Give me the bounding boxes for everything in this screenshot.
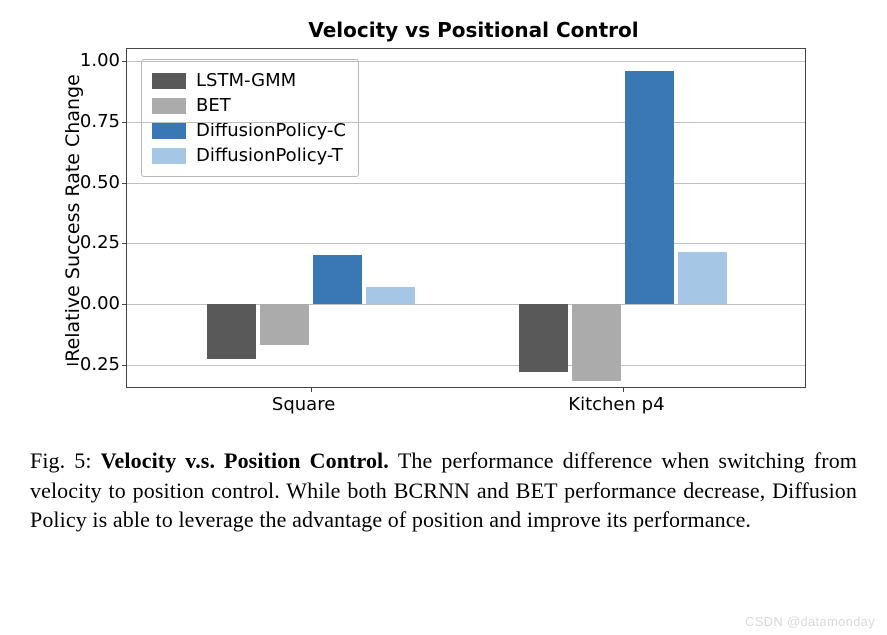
- legend: LSTM-GMM BET DiffusionPolicy-C DiffusionPol…: [141, 59, 359, 177]
- y-tick-label: −0.25: [65, 354, 120, 375]
- legend-swatch: [152, 73, 186, 89]
- gridline: [127, 61, 805, 62]
- bar: [519, 304, 568, 372]
- gridline: [127, 122, 805, 123]
- caption-label: Fig. 5:: [30, 448, 101, 473]
- figure-container: Velocity vs Positional Control Relative …: [0, 0, 887, 418]
- bar: [366, 287, 415, 304]
- legend-item: BET: [152, 93, 346, 118]
- legend-item: DiffusionPolicy-T: [152, 143, 346, 168]
- legend-label: BET: [196, 95, 231, 116]
- caption-title: Velocity v.s. Position Control.: [101, 448, 398, 473]
- legend-swatch: [152, 98, 186, 114]
- x-tick-label: Kitchen p4: [568, 394, 664, 415]
- y-ticks: −0.25 0.00 0.25 0.50 0.75 1.00: [60, 48, 126, 388]
- y-tick-mark: [122, 61, 127, 62]
- legend-label: DiffusionPolicy-C: [196, 120, 346, 141]
- y-tick-label: 1.00: [80, 50, 120, 71]
- chart-title: Velocity vs Positional Control: [90, 18, 857, 42]
- watermark: CSDN @datamonday: [745, 614, 875, 629]
- legend-label: LSTM-GMM: [196, 70, 296, 91]
- legend-swatch: [152, 123, 186, 139]
- plot-with-ticks: −0.25 0.00 0.25 0.50 0.75 1.00 LSTM-GMM BET Dif…: [60, 48, 806, 388]
- y-tick-mark: [122, 183, 127, 184]
- bar: [678, 252, 727, 304]
- figure-caption: Fig. 5: Velocity v.s. Position Control. …: [0, 446, 887, 535]
- bar: [625, 71, 674, 304]
- bar: [313, 255, 362, 304]
- bar: [260, 304, 309, 345]
- y-tick-mark: [122, 243, 127, 244]
- plot-box: LSTM-GMM BET DiffusionPolicy-C DiffusionPol…: [126, 48, 806, 388]
- y-tick-label: 0.25: [80, 232, 120, 253]
- y-axis-label-wrap: Relative Success Rate Change: [30, 48, 60, 388]
- bar: [207, 304, 256, 359]
- y-tick-label: 0.50: [80, 172, 120, 193]
- y-tick-mark: [122, 304, 127, 305]
- gridline: [127, 365, 805, 366]
- y-tick-mark: [122, 122, 127, 123]
- gridline: [127, 183, 805, 184]
- x-ticks: Square Kitchen p4: [120, 388, 800, 418]
- x-tick-label: Square: [272, 394, 335, 415]
- legend-label: DiffusionPolicy-T: [196, 145, 343, 166]
- bar: [572, 304, 621, 381]
- y-tick-label: 0.00: [80, 293, 120, 314]
- legend-swatch: [152, 148, 186, 164]
- chart-area: Relative Success Rate Change −0.25 0.00 0.…: [30, 48, 857, 388]
- gridline: [127, 243, 805, 244]
- y-tick-label: 0.75: [80, 111, 120, 132]
- legend-item: LSTM-GMM: [152, 68, 346, 93]
- y-tick-mark: [122, 365, 127, 366]
